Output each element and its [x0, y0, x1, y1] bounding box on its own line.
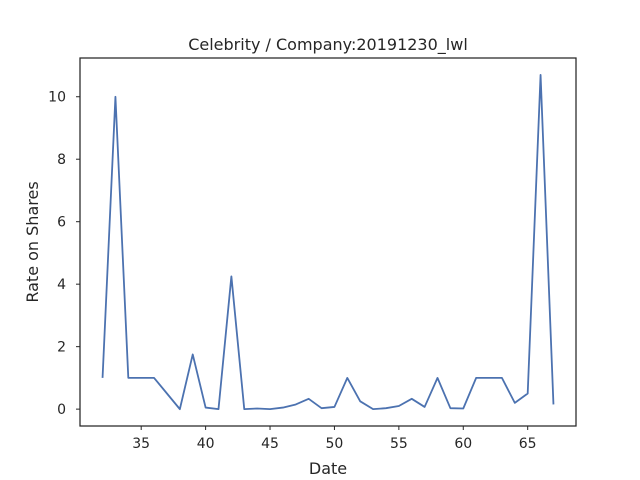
y-tick-label: 0	[57, 402, 66, 418]
x-axis-label: Date	[309, 459, 347, 478]
x-tick-label: 65	[519, 436, 537, 452]
x-tick-label: 35	[132, 436, 150, 452]
y-tick-label: 8	[57, 152, 66, 168]
x-tick-label: 55	[390, 436, 408, 452]
y-tick-label: 10	[48, 90, 66, 106]
chart-title: Celebrity / Company:20191230_lwl	[188, 35, 468, 55]
x-tick-label: 50	[326, 436, 344, 452]
y-axis-label: Rate on Shares	[23, 181, 42, 302]
y-tick-label: 6	[57, 215, 66, 231]
plot-frame	[79, 57, 577, 427]
y-tick-label: 4	[57, 277, 66, 293]
series-line-0	[101, 73, 555, 411]
x-tick-label: 60	[454, 436, 472, 452]
y-tick-label: 2	[57, 340, 66, 356]
x-tick-label: 40	[197, 436, 215, 452]
x-tick-label: 45	[261, 436, 279, 452]
